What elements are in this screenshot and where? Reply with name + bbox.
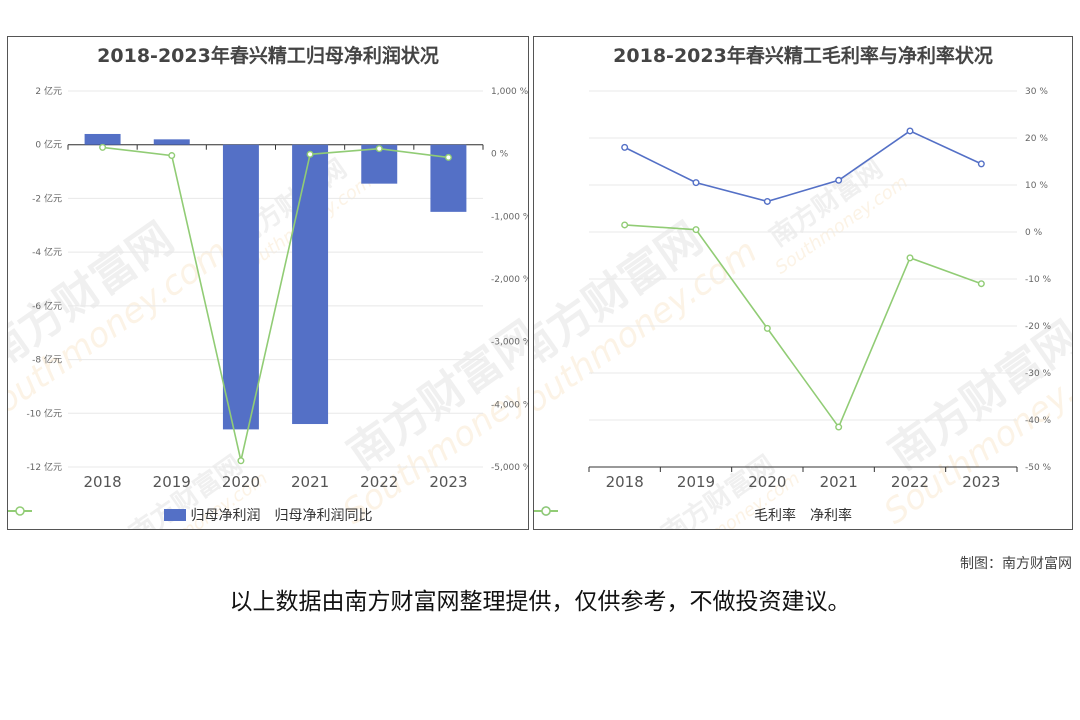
y-right-tick-label: 1,000 % [491,87,529,97]
y-right-tick-label: -20 % [1025,322,1052,332]
y-left-tick-label: -4 亿元 [32,246,62,258]
legend-line-swatch [8,506,32,516]
x-tick-label: 2019 [153,473,191,491]
line-point [99,143,107,151]
bar [292,144,329,425]
watermark-text-cn: 南方财富网 [764,153,888,253]
line-point [306,150,314,158]
y-right-tick-label: -1,000 % [491,212,529,222]
bar [222,144,259,430]
x-tick-label: 2021 [291,473,329,491]
line-point [168,152,176,160]
net-profit-chart: 南方财富网Southmoney.com南方财富网Southmoney.com南方… [8,85,529,529]
x-tick-label: 2022 [360,473,398,491]
watermark-text-en: Southmoney.com [534,231,764,434]
y-right-tick-label: -2,000 % [491,275,529,285]
legend-line-swatch [534,506,558,516]
legend-label: 归母净利润 [190,508,261,524]
line-point [763,324,771,332]
line-point [692,226,700,234]
y-right-tick-label: -5,000 % [491,463,529,473]
line-point [977,280,985,288]
legend-item-net-profit-yoy[interactable]: 归母净利润同比 [8,505,373,525]
line-point [977,160,985,168]
y-left-tick-label: 0 亿元 [35,139,62,151]
y-left-tick-label: -6 亿元 [32,300,62,312]
line-series [624,130,982,203]
chart-title: 2018-2023年春兴精工归母净利润状况 [97,45,439,67]
line-point [621,221,629,229]
chart-credit: 制图：南方财富网 [960,556,1072,572]
watermark-text-cn: 南方财富网 [534,213,711,381]
line-point [692,179,700,187]
y-left-tick-label: -8 亿元 [32,354,62,366]
line-point [906,127,914,135]
y-right-tick-label: 30 % [1025,87,1048,97]
bar [84,133,121,145]
chart-legend: 归母净利润 归母净利润同比 [8,505,528,525]
line-series [624,224,982,429]
x-tick-label: 2018 [606,473,644,491]
line-point [763,197,771,205]
legend-label: 归母净利润同比 [274,508,373,524]
margin-chart-panel: 南方财富网 Southmoney.com 南方财富网 Southmoney.com 南方… [533,36,1073,530]
y-right-tick-label: -40 % [1025,416,1052,426]
line-point [444,153,452,161]
legend-item-net-profit[interactable]: 归母净利润 [163,505,261,525]
x-tick-label: 2019 [677,473,715,491]
x-tick-label: 2018 [83,473,121,491]
line-point [621,143,629,151]
line-point [835,423,843,431]
net-profit-chart-panel: 南方财富网Southmoney.com南方财富网Southmoney.com南方… [7,36,529,530]
watermark-text-en: Southmoney.com [877,330,1073,530]
line-point [835,176,843,184]
legend-bar-swatch [163,509,186,521]
line-point [375,145,383,153]
x-tick-label: 2020 [748,473,786,491]
line-point [906,254,914,262]
legend-label: 毛利率 [754,508,796,524]
margin-chart: 南方财富网Southmoney.com南方财富网Southmoney.com南方… [534,87,1073,530]
legend-item-gross-margin[interactable]: 毛利率 [534,505,796,525]
y-right-tick-label: 0 % [1025,228,1043,238]
x-tick-label: 2023 [962,473,1000,491]
y-right-tick-label: -30 % [1025,369,1052,379]
line-point [237,457,245,465]
y-right-tick-label: -50 % [1025,463,1052,473]
y-right-tick-label: -3,000 % [491,338,529,348]
watermark-text-cn: 南方财富网 [880,312,1073,480]
chart-legend: 毛利率 净利率 [534,505,1072,525]
y-right-tick-label: 20 % [1025,134,1048,144]
chart-title: 2018-2023年春兴精工毛利率与净利率状况 [613,45,993,67]
x-tick-label: 2021 [820,473,858,491]
y-left-tick-label: -2 亿元 [32,192,62,204]
y-left-tick-label: -12 亿元 [26,461,62,473]
x-tick-label: 2023 [429,473,467,491]
legend-item-net-margin[interactable]: 净利率 [534,505,852,525]
line-series [102,146,449,461]
y-right-tick-label: -4,000 % [491,400,529,410]
y-left-tick-label: 2 亿元 [35,85,62,97]
y-right-tick-label: -10 % [1025,275,1052,285]
y-right-tick-label: 10 % [1025,181,1048,191]
watermark-text-en: Southmoney.com [8,231,236,434]
y-right-tick-label: 0 % [491,150,509,160]
x-tick-label: 2020 [222,473,260,491]
legend-label: 净利率 [810,508,852,524]
y-left-tick-label: -10 亿元 [26,407,62,419]
bar [153,139,190,145]
x-tick-label: 2022 [891,473,929,491]
disclaimer-text: 以上数据由南方财富网整理提供，仅供参考，不做投资建议。 [229,589,851,615]
watermark-text-en: Southmoney.com [771,171,911,278]
